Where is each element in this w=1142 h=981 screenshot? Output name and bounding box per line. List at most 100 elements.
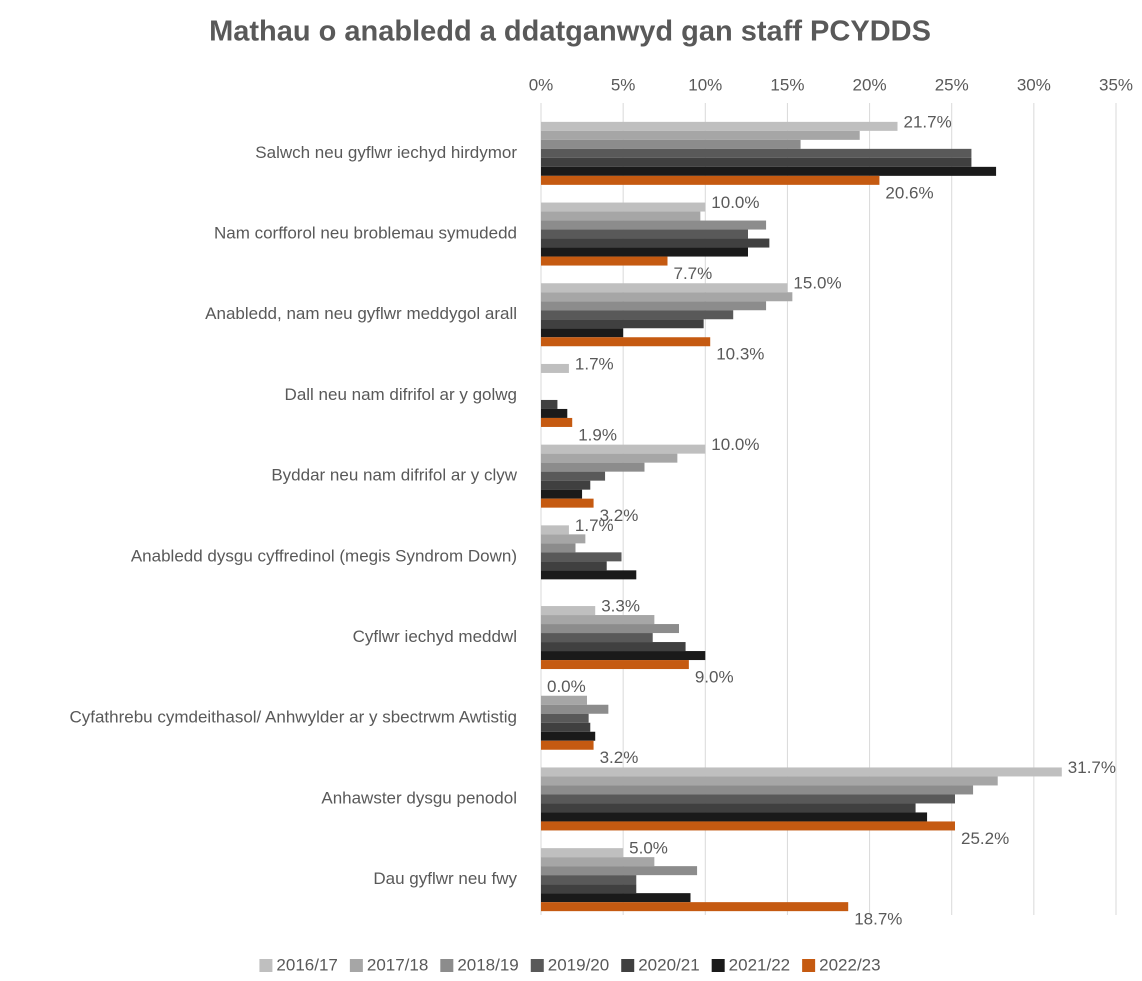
category-label: Nam corfforol neu broblemau symudedd — [214, 224, 517, 243]
bar — [541, 633, 653, 643]
x-tick-label: 35% — [1099, 75, 1133, 94]
bar — [541, 713, 589, 723]
data-label: 3.3% — [601, 597, 640, 616]
legend-label: 2019/20 — [548, 955, 609, 974]
bar — [541, 247, 748, 257]
bar — [541, 695, 587, 705]
bar — [541, 561, 607, 571]
category-label: Anabledd dysgu cyffredinol (megis Syndro… — [131, 546, 517, 565]
data-label: 18.7% — [854, 910, 902, 929]
legend-swatch — [259, 959, 273, 972]
category-label: Cyflwr iechyd meddwl — [353, 627, 517, 646]
x-tick-label: 0% — [529, 75, 554, 94]
data-label: 25.2% — [961, 829, 1009, 848]
bar — [541, 902, 849, 912]
bar — [541, 157, 972, 167]
legend-swatch — [711, 959, 725, 972]
legend-swatch — [530, 959, 544, 972]
data-label: 1.7% — [575, 516, 614, 535]
legend-label: 2018/19 — [457, 955, 518, 974]
category-label: Anhawster dysgu penodol — [321, 788, 517, 807]
bar — [541, 121, 898, 131]
category-label: Cyfathrebu cymdeithasol/ Anhwylder ar y … — [69, 708, 517, 727]
data-label: 1.7% — [575, 354, 614, 373]
legend-label: 2020/21 — [638, 955, 699, 974]
bar — [541, 884, 637, 894]
x-tick-label: 15% — [770, 75, 804, 94]
bar — [541, 552, 622, 562]
bar — [541, 166, 997, 176]
data-label: 10.0% — [711, 193, 759, 212]
bar — [541, 785, 974, 795]
data-label: 5.0% — [629, 839, 668, 858]
bar — [541, 812, 928, 822]
bar — [541, 857, 655, 867]
bar — [541, 543, 576, 553]
bar — [541, 292, 793, 302]
bar — [541, 130, 860, 140]
x-tick-label: 20% — [853, 75, 887, 94]
category-label: Salwch neu gyflwr iechyd hirdymor — [255, 143, 517, 162]
bar — [541, 301, 767, 311]
bar — [541, 462, 645, 472]
bar — [541, 821, 955, 831]
category-label: Byddar neu nam difrifol ar y clyw — [271, 466, 517, 485]
bar — [541, 740, 594, 750]
bar — [541, 525, 569, 535]
bar — [541, 615, 655, 625]
bar — [541, 175, 880, 185]
data-label: 15.0% — [793, 274, 841, 293]
bar — [541, 704, 609, 714]
bar — [541, 211, 701, 221]
data-label: 0.0% — [547, 677, 586, 696]
bar — [541, 319, 704, 329]
legend-swatch — [802, 959, 816, 972]
bar — [541, 875, 637, 885]
data-label: 7.7% — [674, 264, 713, 283]
legend-label: 2017/18 — [367, 955, 428, 974]
bar — [541, 803, 916, 813]
data-label: 9.0% — [695, 668, 734, 687]
x-tick-label: 5% — [611, 75, 636, 94]
category-label: Dau gyflwr neu fwy — [373, 869, 517, 888]
bar — [541, 408, 568, 418]
bar — [541, 480, 591, 490]
bar — [541, 238, 770, 248]
bar — [541, 256, 668, 266]
data-label: 3.2% — [600, 506, 639, 525]
legend-label: 2021/22 — [729, 955, 790, 974]
category-label: Anabledd, nam neu gyflwr meddygol arall — [205, 304, 517, 323]
bar — [541, 363, 569, 373]
bar — [541, 642, 686, 652]
data-label: 10.3% — [716, 345, 764, 364]
x-tick-label: 30% — [1017, 75, 1051, 94]
category-label: Dall neu nam difrifol ar y golwg — [285, 385, 517, 404]
bar — [541, 283, 788, 293]
bar — [541, 722, 591, 732]
bar — [541, 794, 955, 804]
x-tick-label: 25% — [935, 75, 969, 94]
bar — [541, 660, 689, 670]
x-tick-label: 10% — [688, 75, 722, 94]
bar — [541, 893, 691, 903]
bar — [541, 453, 678, 463]
data-label: 1.9% — [578, 425, 617, 444]
bar — [541, 606, 596, 616]
bar — [541, 328, 624, 338]
bar — [541, 202, 706, 212]
bar — [541, 399, 558, 409]
bar — [541, 417, 573, 427]
bar — [541, 148, 972, 158]
bar — [541, 848, 624, 858]
bar — [541, 624, 679, 634]
data-label: 20.6% — [885, 183, 933, 202]
data-label: 3.2% — [600, 748, 639, 767]
bar — [541, 229, 748, 239]
bar — [541, 767, 1062, 777]
bar — [541, 471, 606, 481]
legend-swatch — [621, 959, 635, 972]
bar — [541, 570, 637, 580]
bar — [541, 310, 734, 320]
legend-swatch — [440, 959, 454, 972]
bar — [541, 220, 767, 230]
